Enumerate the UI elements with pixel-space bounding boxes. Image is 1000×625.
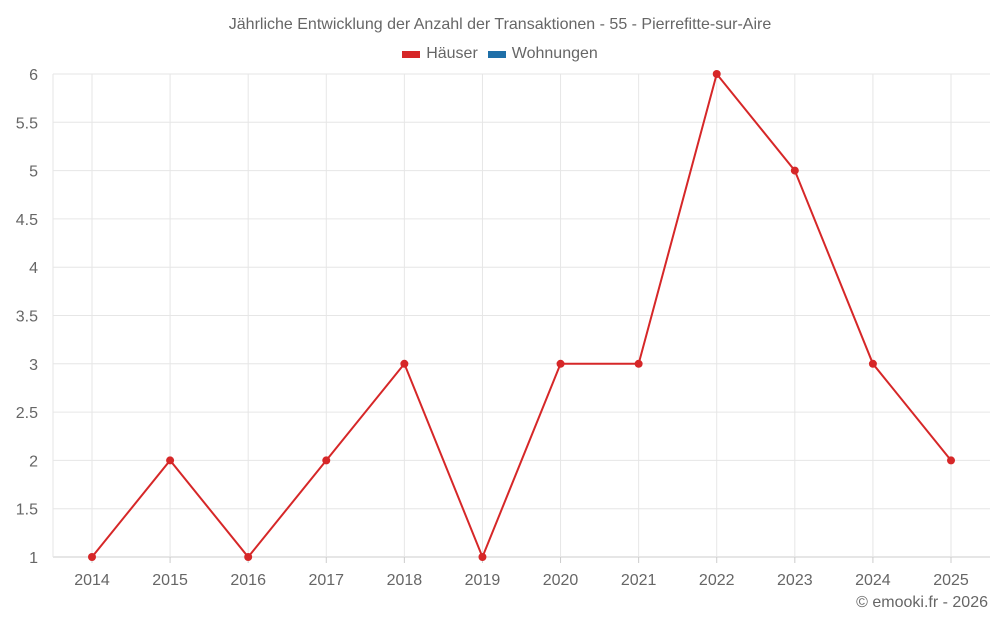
y-tick-label: 2.5 [16, 405, 38, 422]
x-tick-label: 2019 [465, 572, 501, 589]
y-tick-label: 4 [29, 260, 38, 277]
legend-item-haeuser[interactable]: Häuser [402, 45, 478, 63]
y-tick-label: 6 [29, 67, 38, 84]
legend-label: Häuser [426, 45, 478, 62]
y-tick-label: 1.5 [16, 502, 38, 519]
data-point[interactable] [400, 359, 409, 368]
data-point[interactable] [556, 359, 565, 368]
legend-swatch-icon [487, 50, 506, 58]
x-tick-label: 2018 [387, 572, 423, 589]
data-point[interactable] [947, 456, 955, 465]
x-tick-label: 2015 [152, 572, 188, 589]
y-tick-label: 5 [29, 164, 38, 181]
data-point[interactable] [634, 359, 643, 368]
credit: © emooki.fr - 2026 [856, 594, 988, 611]
y-tick-label: 1 [29, 550, 38, 567]
legend-label: Wohnungen [511, 45, 598, 62]
x-tick-label: 2025 [933, 572, 969, 589]
y-tick-label: 5.5 [16, 115, 38, 132]
y-tick-label: 2 [29, 453, 38, 470]
data-point[interactable] [166, 456, 175, 465]
x-tick-label: 2014 [74, 572, 110, 589]
x-tick-label: 2024 [855, 572, 891, 589]
series-line [91, 71, 952, 560]
legend-item-wohnungen[interactable]: Wohnungen [487, 45, 598, 63]
x-tick-label: 2022 [699, 572, 735, 589]
y-tick-label: 3 [29, 357, 38, 374]
x-tick-label: 2020 [543, 572, 579, 589]
legend: Häuser Wohnungen [0, 45, 1000, 63]
chart-title: Jährliche Entwicklung der Anzahl der Tra… [228, 16, 772, 33]
x-tick-label: 2016 [230, 572, 266, 589]
legend-swatch-icon [402, 50, 421, 58]
data-point[interactable] [322, 456, 331, 465]
data-point[interactable] [88, 553, 96, 561]
y-tick-label: 4.5 [16, 212, 38, 229]
x-tick-label: 2021 [621, 572, 657, 589]
data-point[interactable] [790, 166, 799, 175]
data-point[interactable] [478, 553, 487, 561]
data-point[interactable] [868, 359, 877, 368]
y-tick-label: 3.5 [16, 309, 38, 326]
x-tick-label: 2017 [308, 572, 344, 589]
data-point[interactable] [244, 553, 253, 561]
x-tick-label: 2023 [777, 572, 813, 589]
data-point[interactable] [712, 70, 721, 78]
